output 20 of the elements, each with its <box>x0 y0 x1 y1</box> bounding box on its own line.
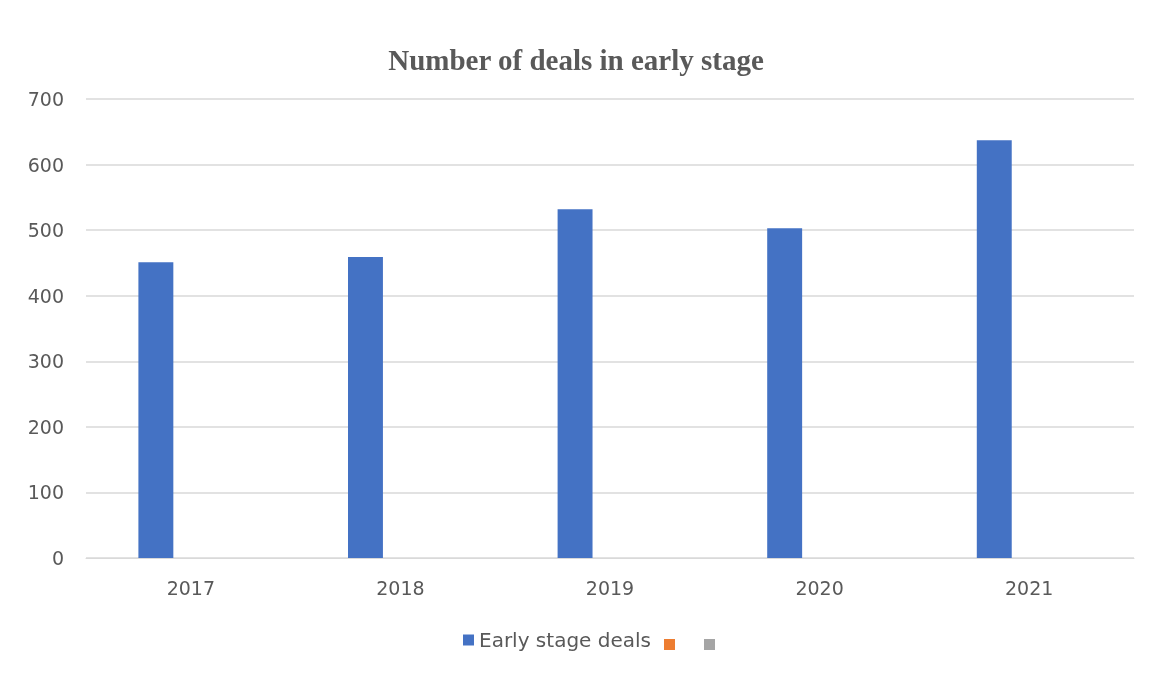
bar <box>557 209 593 558</box>
bar <box>138 262 174 558</box>
y-tick-label: 600 <box>27 153 64 176</box>
chart-title: Number of deals in early stage <box>388 43 764 76</box>
x-tick-label: 2020 <box>795 576 844 599</box>
y-tick-label: 700 <box>27 88 64 110</box>
bar <box>976 140 1012 558</box>
y-tick-label: 0 <box>51 547 64 569</box>
bar <box>767 228 803 558</box>
y-tick-label: 200 <box>27 415 64 438</box>
x-tick-label: 2021 <box>1005 576 1054 599</box>
bar <box>348 257 383 558</box>
y-tick-label: 500 <box>27 219 64 242</box>
y-tick-label: 300 <box>27 350 64 373</box>
x-tick-label: 2017 <box>166 576 215 599</box>
legend-label: Early stage deals <box>479 628 651 652</box>
y-tick-label: 400 <box>27 284 64 307</box>
x-tick-label: 2018 <box>376 576 425 599</box>
x-tick-label: 2019 <box>585 576 635 599</box>
y-tick-label: 100 <box>27 481 64 504</box>
